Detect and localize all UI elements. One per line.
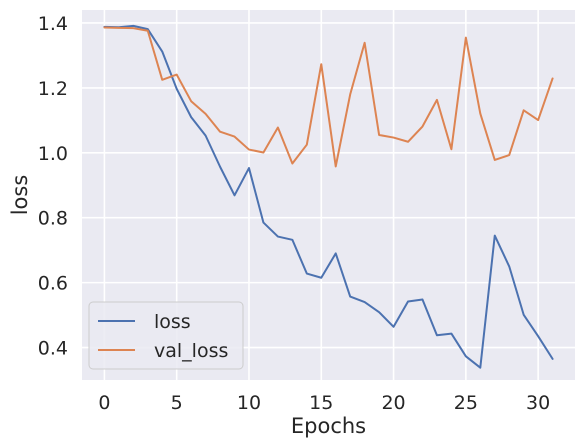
series-line-val-loss bbox=[103, 26, 554, 168]
series-line-loss bbox=[103, 24, 554, 369]
y-tick-label: 0.8 bbox=[38, 208, 68, 230]
y-tick-label: 0.4 bbox=[38, 338, 68, 360]
x-axis-label: Epochs bbox=[291, 414, 366, 438]
y-tick-label: 1.0 bbox=[38, 143, 68, 165]
x-tick-label: 0 bbox=[98, 392, 110, 414]
legend: loss val_loss bbox=[88, 301, 244, 370]
legend-label-loss: loss bbox=[154, 311, 191, 333]
x-tick-label: 30 bbox=[526, 392, 550, 414]
y-axis-label: loss bbox=[8, 175, 32, 216]
series-lines bbox=[103, 24, 554, 369]
legend-box bbox=[88, 301, 244, 370]
x-tick-label: 25 bbox=[454, 392, 478, 414]
x-tick-label: 5 bbox=[171, 392, 183, 414]
y-tick-label: 1.2 bbox=[38, 78, 68, 100]
y-tick-label: 0.6 bbox=[38, 273, 68, 295]
x-tick-label: 10 bbox=[237, 392, 261, 414]
y-tick-labels: 0.4 0.6 0.8 1.0 1.2 1.4 bbox=[38, 13, 68, 360]
x-tick-labels: 0 5 10 15 20 25 30 bbox=[98, 392, 550, 414]
y-tick-label: 1.4 bbox=[38, 13, 68, 35]
x-tick-label: 15 bbox=[309, 392, 333, 414]
legend-label-val-loss: val_loss bbox=[154, 340, 228, 362]
x-tick-label: 20 bbox=[381, 392, 405, 414]
